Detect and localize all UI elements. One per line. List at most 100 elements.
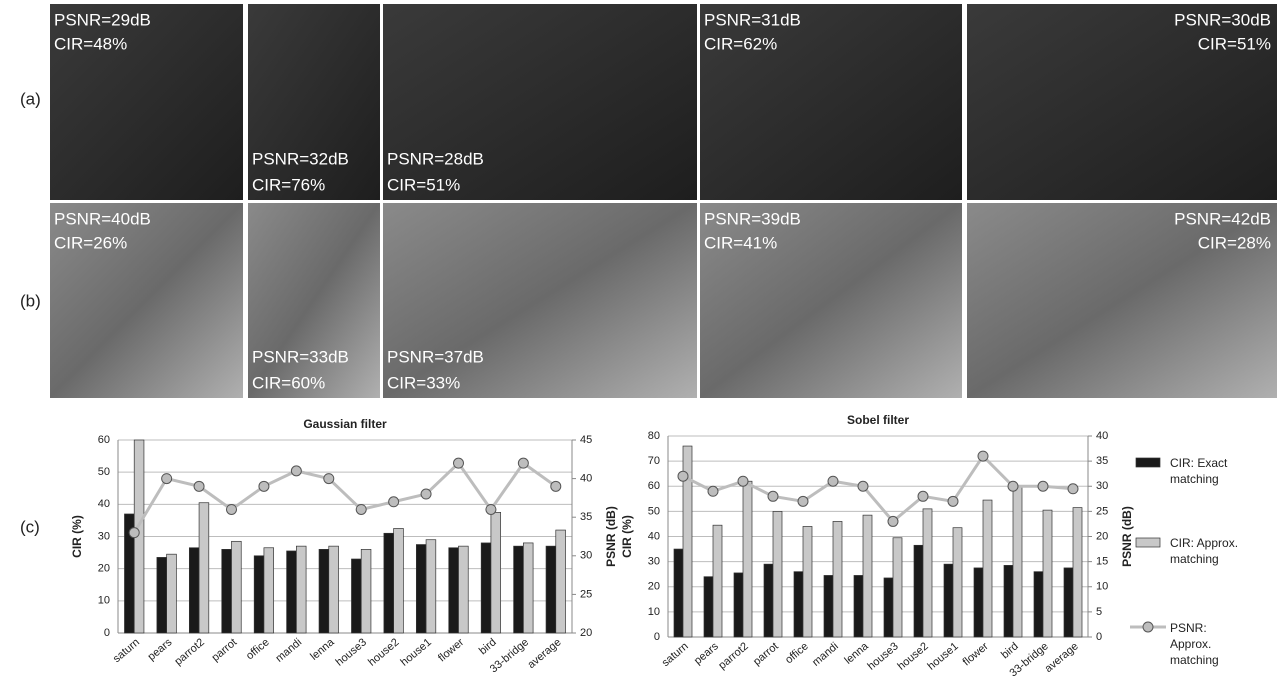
x-tick-label: parrot2 [172,636,206,668]
cir-label: CIR=28% [1198,233,1271,252]
bar [944,564,953,637]
legend-swatch [1130,535,1166,549]
bar [863,515,872,637]
bar [824,575,833,637]
chart-title: Sobel filter [847,413,909,427]
psnr-marker [162,474,172,484]
bar [426,540,436,633]
figure: (a) (b) (c) PSNR=29dBCIR=48%PSNR=32dBCIR… [0,0,1279,692]
bar [794,572,803,637]
row-label: (b) [20,291,41,310]
psnr-marker [708,486,718,496]
bar [923,509,932,637]
cir-label: CIR=76% [252,175,325,194]
bar [743,481,752,637]
x-tick-label: saturn [111,636,142,665]
y2-tick-label: 30 [580,550,592,562]
y-axis-title: CIR (%) [620,515,634,558]
legend-label: CIR: Exact matching [1170,455,1250,487]
image-panel [967,203,1277,398]
bar [773,511,782,637]
y-tick-label: 70 [648,455,660,467]
bar [1073,508,1082,637]
y-tick-label: 10 [98,595,110,607]
x-tick-label: office [244,636,272,662]
bar [1043,510,1052,637]
psnr-marker [828,476,838,486]
psnr-marker [389,497,399,507]
psnr-label: PSNR=28dB [387,149,484,168]
bar [157,557,167,633]
y2-tick-label: 20 [580,627,592,639]
bar [803,526,812,637]
bar [1064,568,1073,637]
bar [974,568,983,637]
y-tick-label: 40 [648,530,660,542]
x-tick-label: mandi [810,640,841,668]
y-tick-label: 20 [648,581,660,593]
x-tick-label: bird [999,640,1021,661]
image-panel [248,4,380,200]
bar [523,543,533,633]
psnr-label: PSNR=37dB [387,347,484,366]
legend-label: CIR: Approx. matching [1170,535,1250,567]
bar [1004,565,1013,637]
psnr-marker [356,504,366,514]
y2-tick-label: 45 [580,434,592,446]
image-panel [50,203,243,398]
psnr-marker [129,528,139,538]
psnr-marker [798,496,808,506]
bar [704,577,713,637]
x-tick-label: saturn [660,640,691,669]
psnr-marker [259,481,269,491]
bar [287,551,297,633]
bar [514,546,524,633]
psnr-label: PSNR=40dB [54,209,151,228]
cir-label: CIR=60% [252,373,325,392]
image-panel [700,4,962,200]
image-panel [383,203,697,398]
cir-label: CIR=48% [54,34,127,53]
bar [329,546,339,633]
x-tick-label: house2 [895,640,930,672]
x-tick-label: pears [146,636,175,663]
x-tick-label: house2 [366,636,401,668]
x-tick-label: parrot [210,636,240,664]
y2-tick-label: 15 [1096,556,1108,568]
psnr-marker [768,491,778,501]
bar [264,548,274,633]
x-tick-label: house3 [334,636,369,668]
bar [416,545,426,633]
chart-title: Gaussian filter [303,417,387,431]
psnr-marker [324,474,334,484]
psnr-marker [978,451,988,461]
image-panel [383,4,697,200]
bar [953,528,962,637]
bar [189,548,199,633]
x-tick-label: average [1043,640,1081,675]
bar [674,549,683,637]
x-tick-label: mandi [273,636,304,664]
y2-tick-label: 0 [1096,631,1102,643]
bar [1034,572,1043,637]
psnr-marker [948,496,958,506]
psnr-label: PSNR=31dB [704,10,801,29]
y-tick-label: 30 [648,556,660,568]
y2-tick-label: 30 [1096,480,1108,492]
y-tick-label: 20 [98,563,110,575]
x-tick-label: house1 [399,636,434,668]
bar [459,546,469,633]
y-tick-label: 40 [98,498,110,510]
y2-tick-label: 20 [1096,530,1108,542]
psnr-marker [551,481,561,491]
y-tick-label: 50 [648,505,660,517]
y2-tick-label: 35 [1096,455,1108,467]
bar [546,546,556,633]
y2-tick-label: 25 [1096,505,1108,517]
x-tick-label: parrot2 [716,640,750,672]
cir-label: CIR=51% [387,175,460,194]
bar [854,575,863,637]
bar [254,556,264,633]
x-tick-label: house1 [925,640,960,672]
psnr-label: PSNR=33dB [252,347,349,366]
